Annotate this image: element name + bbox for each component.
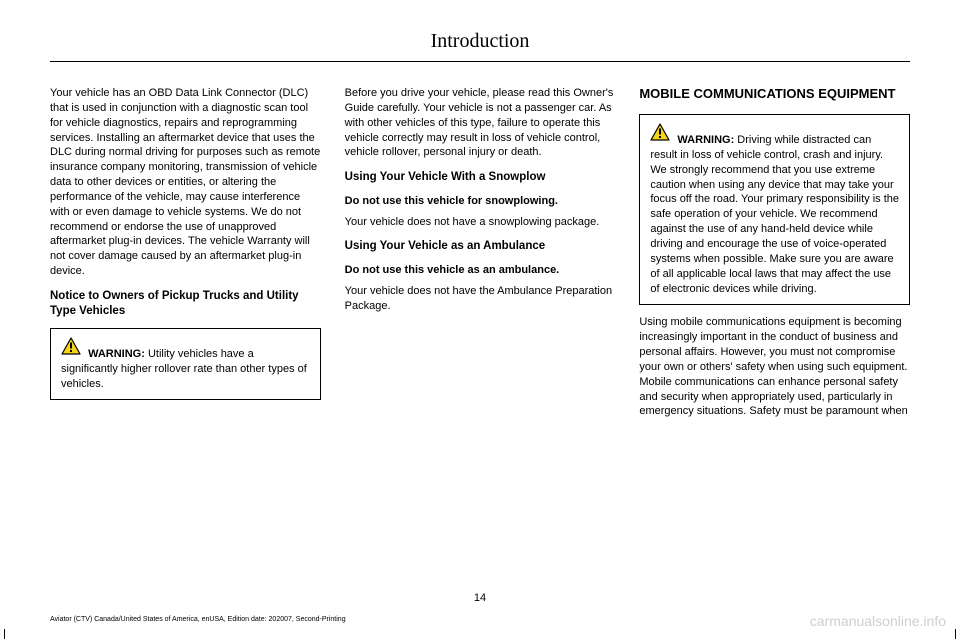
crop-mark-icon bbox=[946, 629, 956, 639]
warning-triangle-icon bbox=[61, 337, 81, 360]
warning-box: WARNING: Utility vehicles have a signifi… bbox=[50, 328, 321, 400]
watermark: carmanualsonline.info bbox=[810, 613, 946, 629]
body-text: Your vehicle does not have the Ambulance… bbox=[345, 284, 616, 314]
column-3: MOBILE COMMUNICATIONS EQUIPMENT WARNING:… bbox=[639, 86, 910, 584]
warning-box: WARNING: Driving while distracted can re… bbox=[639, 114, 910, 305]
manual-page: Introduction Your vehicle has an OBD Dat… bbox=[0, 0, 960, 643]
header-rule bbox=[50, 61, 910, 62]
page-title: Introduction bbox=[50, 30, 910, 61]
warning-triangle-icon bbox=[650, 123, 670, 146]
warning-text: WARNING: Driving while distracted can re… bbox=[650, 134, 899, 294]
crop-mark-icon bbox=[4, 629, 14, 639]
bold-text: Do not use this vehicle as an ambulance. bbox=[345, 263, 616, 278]
subheading: Notice to Owners of Pickup Trucks and Ut… bbox=[50, 289, 321, 320]
body-text: Using mobile communications equipment is… bbox=[639, 315, 910, 419]
body-text: Before you drive your vehicle, please re… bbox=[345, 86, 616, 160]
warning-label: WARNING: bbox=[88, 348, 145, 360]
bold-text: Do not use this vehicle for snowplowing. bbox=[345, 194, 616, 209]
footer-meta: Aviator (CTV) Canada/United States of Am… bbox=[50, 616, 910, 623]
warning-text: WARNING: Utility vehicles have a signifi… bbox=[61, 348, 307, 390]
subheading: Using Your Vehicle as an Ambulance bbox=[345, 239, 616, 255]
body-text: Your vehicle does not have a snowplowing… bbox=[345, 215, 616, 230]
section-heading: MOBILE COMMUNICATIONS EQUIPMENT bbox=[639, 86, 910, 102]
column-1: Your vehicle has an OBD Data Link Connec… bbox=[50, 86, 321, 584]
column-2: Before you drive your vehicle, please re… bbox=[345, 86, 616, 584]
warning-body: Driving while distracted can result in l… bbox=[650, 134, 899, 294]
subheading: Using Your Vehicle With a Snowplow bbox=[345, 170, 616, 186]
page-number: 14 bbox=[50, 592, 910, 604]
body-text: Your vehicle has an OBD Data Link Connec… bbox=[50, 86, 321, 279]
content-columns: Your vehicle has an OBD Data Link Connec… bbox=[50, 86, 910, 584]
warning-label: WARNING: bbox=[677, 134, 734, 146]
